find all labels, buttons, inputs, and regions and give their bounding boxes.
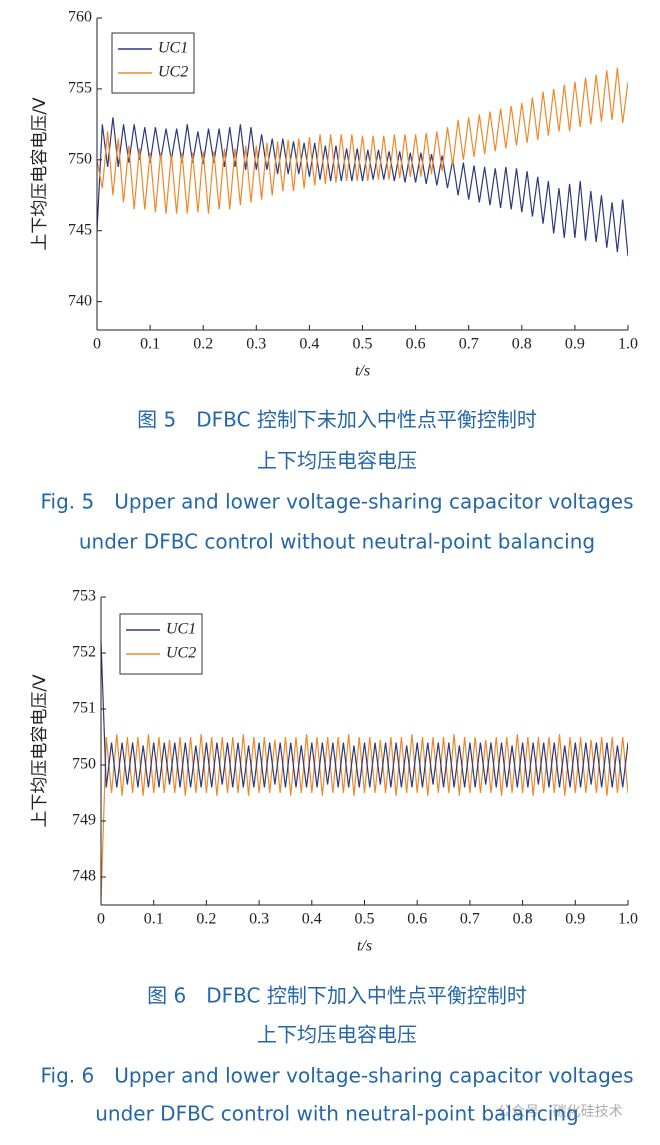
caption-en: under DFBC control with neutral-point ba… <box>95 1102 578 1126</box>
x-tick-label: 0.7 <box>460 911 480 928</box>
x-tick-label: 0.3 <box>249 911 269 928</box>
data-line <box>101 734 628 900</box>
watermark: 公众号 · 碳化硅技术 <box>497 1104 622 1120</box>
y-tick-label: 750 <box>68 150 92 167</box>
x-tick-label: 0.6 <box>407 911 427 928</box>
caption-cn: 上下均压电容电压 <box>257 1023 417 1047</box>
data-line <box>97 67 628 214</box>
x-tick-label: 0.4 <box>302 911 322 928</box>
x-tick-label: 0.1 <box>140 336 160 353</box>
x-tick-label: 0 <box>97 911 105 928</box>
y-tick-label: 755 <box>68 80 92 97</box>
x-tick-label: 0.2 <box>193 336 213 353</box>
y-tick-label: 750 <box>72 756 96 773</box>
legend-box <box>119 613 203 675</box>
caption-en: Fig. 6 Upper and lower voltage-sharing c… <box>40 1064 633 1088</box>
x-tick-label: 0.2 <box>196 911 216 928</box>
x-tick-label: 0.9 <box>565 336 585 353</box>
x-tick-label: 0 <box>93 336 101 353</box>
y-tick-label: 745 <box>68 221 92 238</box>
x-tick-label: 1.0 <box>618 911 638 928</box>
x-tick-label: 0.9 <box>565 911 585 928</box>
chart: 740 745 750 755 760 0 0.1 0.2 0.3 0.4 0.5 0.6 0.7 0.8… <box>30 9 638 380</box>
x-tick-label: 0.4 <box>299 336 319 353</box>
x-tick-label: 1.0 <box>618 336 638 353</box>
x-tick-label: 0.8 <box>512 336 532 353</box>
y-tick-label: 749 <box>72 812 96 829</box>
caption-cn: 图 6 DFBC 控制下加入中性点平衡控制时 <box>147 984 527 1008</box>
x-tick-label: 0.8 <box>513 911 533 928</box>
x-tick-label: 0.6 <box>406 336 426 353</box>
x-tick-label: 0.7 <box>459 336 479 353</box>
x-axis-label: t/s <box>355 363 370 380</box>
x-tick-label: 0.1 <box>144 911 164 928</box>
legend-label: UC2 <box>158 64 188 81</box>
y-tick-label: 752 <box>72 644 96 661</box>
legend-label: UC2 <box>166 645 196 662</box>
y-axis-label: 上下均压电容电压/V <box>30 674 50 828</box>
chart: 748 749 750 751 752 753 0 0.1 0.2 0.3 0.4 0.5 0.6 0.7… <box>30 588 638 955</box>
y-tick-label: 751 <box>72 700 96 717</box>
y-tick-label: 760 <box>68 9 92 26</box>
data-line <box>101 641 628 788</box>
caption-en: Fig. 5 Upper and lower voltage-sharing c… <box>40 490 633 514</box>
x-tick-label: 0.5 <box>355 911 375 928</box>
caption-cn: 上下均压电容电压 <box>257 449 417 473</box>
data-line <box>97 117 628 257</box>
y-tick-label: 740 <box>68 292 92 309</box>
legend-box <box>111 32 195 94</box>
y-axis-label: 上下均压电容电压/V <box>30 97 50 251</box>
y-tick-label: 753 <box>72 588 96 605</box>
y-tick-label: 748 <box>72 868 96 885</box>
x-axis-label: t/s <box>357 938 372 955</box>
caption-cn: 图 5 DFBC 控制下未加入中性点平衡控制时 <box>137 408 537 432</box>
x-tick-label: 0.5 <box>353 336 373 353</box>
x-tick-label: 0.3 <box>246 336 266 353</box>
legend-label: UC1 <box>166 621 196 638</box>
legend-label: UC1 <box>158 40 188 57</box>
caption-en: under DFBC control without neutral-point… <box>79 530 595 554</box>
